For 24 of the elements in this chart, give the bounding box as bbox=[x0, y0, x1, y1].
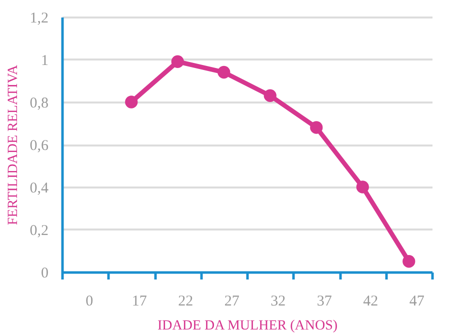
x-axis-title: IDADE DA MULHER (ANOS) bbox=[157, 318, 338, 334]
x-tick-label: 42 bbox=[363, 294, 378, 310]
point bbox=[125, 96, 138, 108]
x-tick-label: 17 bbox=[132, 294, 148, 310]
y-tick-label: 1 bbox=[41, 53, 48, 69]
x-tick-label: 27 bbox=[224, 294, 240, 310]
point bbox=[310, 121, 323, 134]
x-tick-label: 32 bbox=[270, 294, 286, 310]
x-tick-label: 0 bbox=[86, 294, 94, 310]
point bbox=[402, 255, 416, 268]
y-tick-label: 0,2 bbox=[30, 223, 48, 239]
y-axis-title: FERTILIDADE RELATIVA bbox=[6, 64, 21, 226]
x-tick-label: 47 bbox=[409, 294, 425, 310]
y-tick-label: 0 bbox=[41, 266, 48, 282]
y-tick-label: 1,2 bbox=[30, 10, 48, 26]
x-tick-label: 37 bbox=[316, 294, 332, 310]
point bbox=[264, 89, 276, 102]
y-tick-label: 0,4 bbox=[30, 180, 49, 196]
point bbox=[218, 66, 230, 79]
y-tick-label: 0,8 bbox=[30, 96, 48, 112]
x-tick-label: 22 bbox=[178, 294, 194, 310]
point bbox=[171, 55, 184, 68]
point bbox=[356, 180, 369, 194]
y-tick-label: 0,6 bbox=[30, 138, 49, 154]
